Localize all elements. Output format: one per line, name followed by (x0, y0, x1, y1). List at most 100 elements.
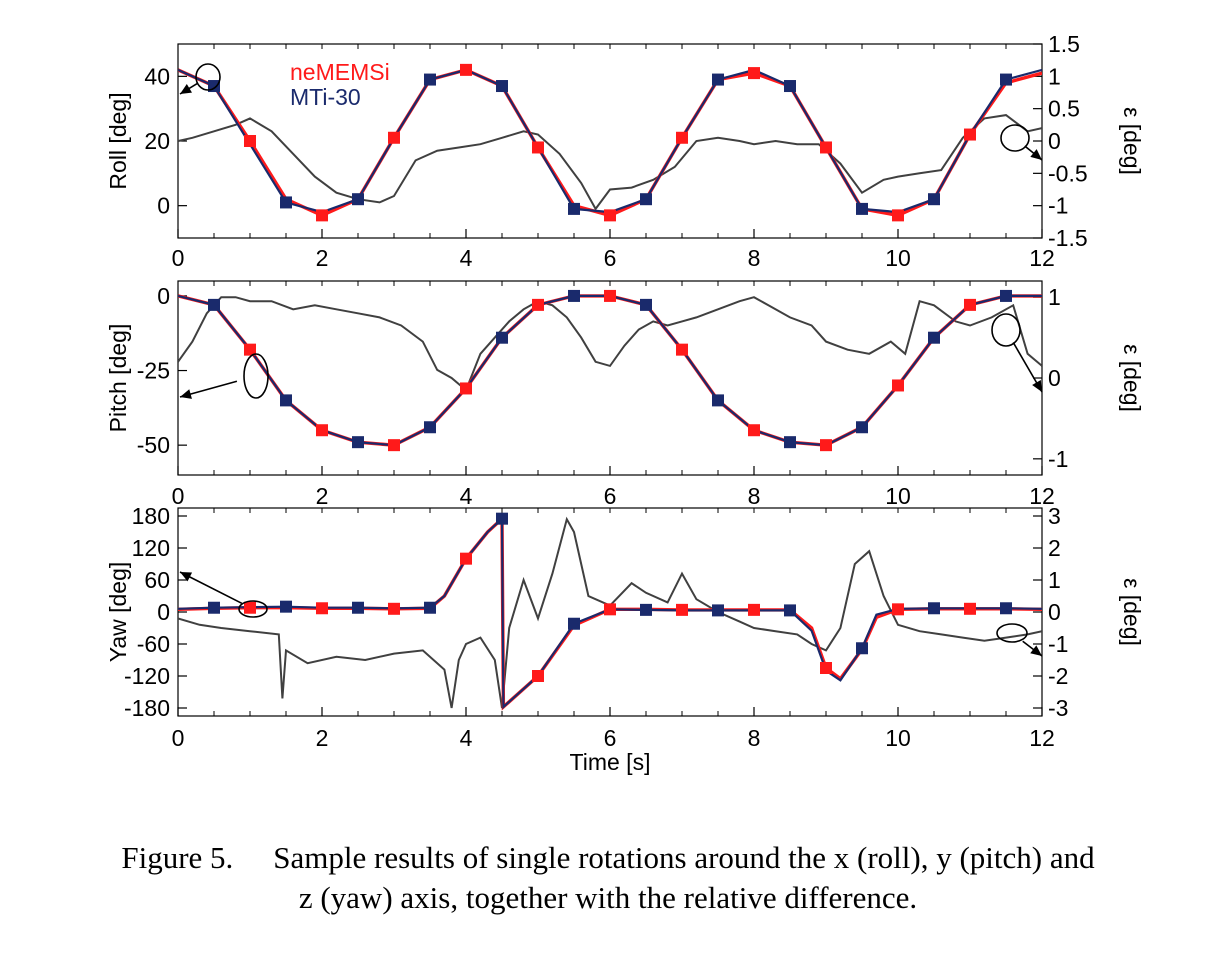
marker-nememsi (532, 298, 544, 311)
marker-nememsi (892, 379, 904, 392)
caption-line-2: z (yaw) axis, together with the relative… (298, 880, 918, 915)
marker-mti-30 (928, 193, 940, 206)
marker-mti-30 (424, 421, 436, 434)
x-tick-label: 12 (1029, 483, 1055, 509)
x-tick-label: 2 (316, 725, 329, 751)
marker-mti-30 (928, 602, 940, 615)
x-tick-label: 12 (1029, 725, 1055, 751)
y2-axis-label: ε [deg] (1119, 107, 1145, 175)
y2-tick-label: 1.5 (1048, 31, 1080, 57)
y-tick-label: 60 (144, 567, 170, 593)
marker-nememsi (388, 602, 400, 615)
marker-mti-30 (496, 331, 508, 344)
marker-mti-30 (280, 600, 292, 613)
marker-mti-30 (712, 394, 724, 407)
marker-mti-30 (784, 604, 796, 617)
marker-mti-30 (352, 436, 364, 449)
caption-label: Figure 5. (121, 840, 234, 875)
x-tick-label: 6 (604, 725, 617, 751)
marker-mti-30 (856, 642, 868, 655)
y2-axis-label: ε [deg] (1119, 344, 1145, 412)
y-tick-label: 0 (157, 193, 170, 219)
marker-mti-30 (424, 601, 436, 614)
marker-mti-30 (568, 289, 580, 302)
marker-nememsi (460, 552, 472, 565)
y-tick-label: -120 (124, 663, 170, 689)
x-tick-label: 0 (172, 483, 185, 509)
plot-area (178, 289, 1042, 452)
x-tick-label: 4 (460, 483, 473, 509)
y-axis-label: Yaw [deg] (105, 562, 131, 663)
marker-nememsi (604, 603, 616, 616)
marker-nememsi (604, 209, 616, 222)
annotation-ellipse (1000, 124, 1030, 152)
marker-mti-30 (640, 193, 652, 206)
marker-mti-30 (856, 202, 868, 215)
y2-tick-label: 0 (1048, 365, 1061, 391)
marker-mti-30 (712, 604, 724, 617)
x-tick-label: 12 (1029, 245, 1055, 271)
series-error-line (178, 114, 1042, 211)
marker-mti-30 (568, 617, 580, 630)
marker-nememsi (244, 135, 256, 147)
marker-nememsi (748, 67, 760, 80)
y2-tick-label: -1 (1048, 631, 1068, 657)
annotation-arrow-head (1030, 149, 1042, 160)
annotation-ellipse (238, 600, 268, 618)
marker-nememsi (964, 298, 976, 311)
y2-tick-label: -3 (1048, 695, 1068, 721)
marker-nememsi (676, 603, 688, 616)
y2-tick-label: -1 (1048, 446, 1068, 472)
y2-tick-label: -1.5 (1048, 225, 1088, 251)
y2-tick-label: 1 (1048, 63, 1061, 89)
y-tick-label: -180 (124, 695, 170, 721)
panel-yaw: 0 2 4 6 8 10 12-180-120-60060120180-3-2-10123Y… (105, 503, 1145, 775)
y2-tick-label: -1 (1048, 193, 1068, 219)
y-axis-label: Pitch [deg] (105, 324, 131, 433)
marker-mti-30 (280, 394, 292, 407)
x-tick-label: 8 (748, 483, 761, 509)
legend-nememsi: neMEMSi (290, 59, 390, 85)
annotation-arrow-head (180, 572, 193, 582)
marker-nememsi (964, 602, 976, 615)
x-tick-label: 0 (172, 245, 185, 271)
marker-nememsi (244, 601, 256, 614)
y2-tick-label: 3 (1048, 503, 1061, 529)
marker-nememsi (892, 209, 904, 222)
annotation-arrow-head (1030, 645, 1042, 656)
legend-mti30: MTi-30 (290, 84, 361, 110)
marker-nememsi (316, 424, 328, 437)
marker-mti-30 (712, 73, 724, 86)
caption-line-1: Figure 5. Sample results of single rotati… (0, 838, 1216, 878)
y-tick-label: 180 (132, 503, 170, 529)
y-tick-label: 20 (144, 128, 170, 154)
marker-mti-30 (352, 601, 364, 614)
marker-mti-30 (496, 512, 508, 525)
marker-mti-30 (640, 603, 652, 616)
marker-nememsi (820, 141, 832, 154)
marker-mti-30 (784, 436, 796, 449)
marker-nememsi (532, 670, 544, 682)
x-tick-label: 8 (748, 245, 761, 271)
y2-tick-label: -2 (1048, 663, 1068, 689)
figure-caption: Figure 5. Sample results of single rotati… (0, 838, 1216, 918)
marker-nememsi (892, 603, 904, 616)
marker-nememsi (388, 131, 400, 144)
y-tick-label: 40 (144, 63, 170, 89)
x-tick-label: 0 (172, 725, 185, 751)
x-tick-label: 2 (316, 245, 329, 271)
marker-mti-30 (280, 196, 292, 209)
plot-frame (177, 280, 1043, 476)
x-tick-label: 6 (604, 483, 617, 509)
x-tick-label: 10 (885, 245, 911, 271)
annotation-arrow-head (1032, 379, 1042, 392)
y2-tick-label: 1 (1048, 567, 1061, 593)
y2-tick-label: 0 (1048, 599, 1061, 625)
marker-nememsi (748, 424, 760, 437)
marker-mti-30 (1000, 602, 1012, 615)
marker-nememsi (820, 439, 832, 452)
panel-roll: 0 2 4 6 8 10 12 0 20 40 -1.5 -1 -0.5 0 0.5 1 1.5 Roll [de… (105, 31, 1145, 271)
annotation-ellipse (991, 313, 1021, 347)
annotation-arrow-head (180, 389, 192, 399)
